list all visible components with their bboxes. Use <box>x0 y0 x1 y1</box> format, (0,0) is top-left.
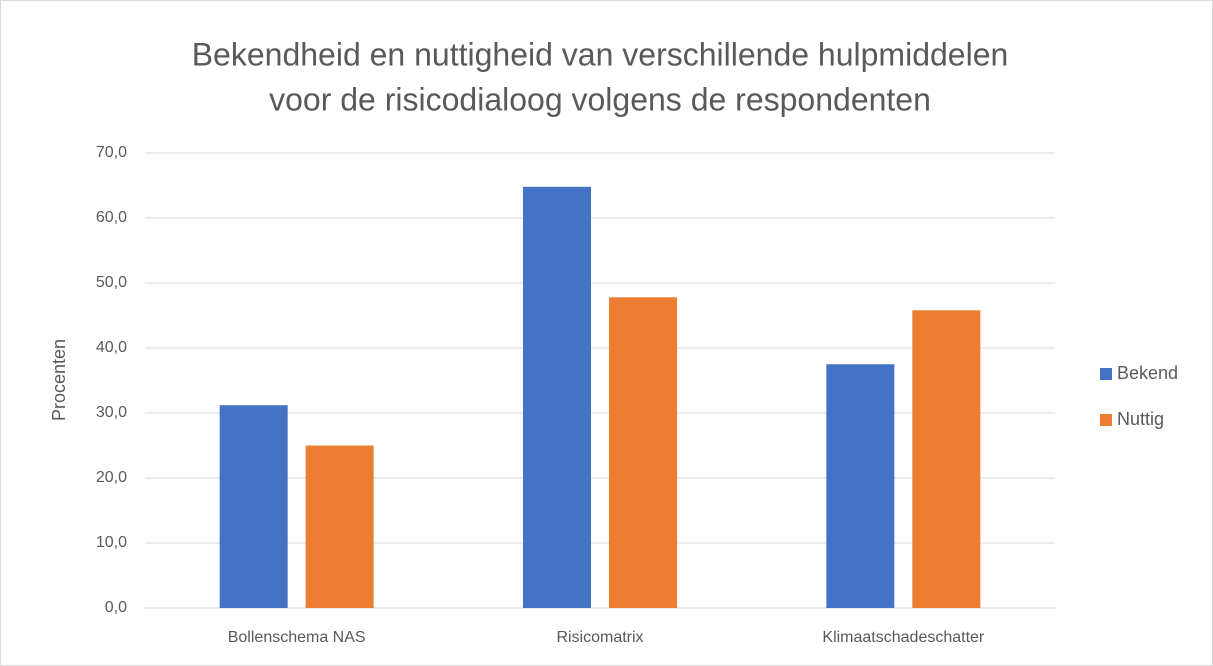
bar <box>219 405 288 608</box>
x-tick-label: Klimaatschadeschatter <box>822 629 985 646</box>
y-tick-label: 30,0 <box>96 404 127 421</box>
bar <box>912 310 981 608</box>
legend-label: Bekend <box>1117 363 1178 383</box>
y-tick-label: 60,0 <box>96 209 127 226</box>
bar <box>609 297 677 608</box>
legend-swatch <box>1100 368 1112 380</box>
y-tick-label: 50,0 <box>96 274 127 291</box>
legend-label: Nuttig <box>1117 409 1164 429</box>
y-tick-label: 20,0 <box>96 469 127 486</box>
y-tick-label: 0,0 <box>105 599 127 616</box>
y-tick-label: 10,0 <box>96 534 127 551</box>
bar <box>826 364 895 608</box>
y-tick-label: 40,0 <box>96 339 127 356</box>
x-tick-label: Risicomatrix <box>556 629 643 646</box>
legend-swatch <box>1100 414 1112 426</box>
bar <box>523 186 591 609</box>
chart-title: voor de risicodialoog volgens de respond… <box>269 81 931 117</box>
x-tick-label: Bollenschema NAS <box>228 629 366 646</box>
y-tick-label: 70,0 <box>96 144 127 161</box>
y-axis-label: Procenten <box>49 339 69 421</box>
chart-title: Bekendheid en nuttigheid van verschillen… <box>192 36 1009 72</box>
bar <box>305 445 374 608</box>
